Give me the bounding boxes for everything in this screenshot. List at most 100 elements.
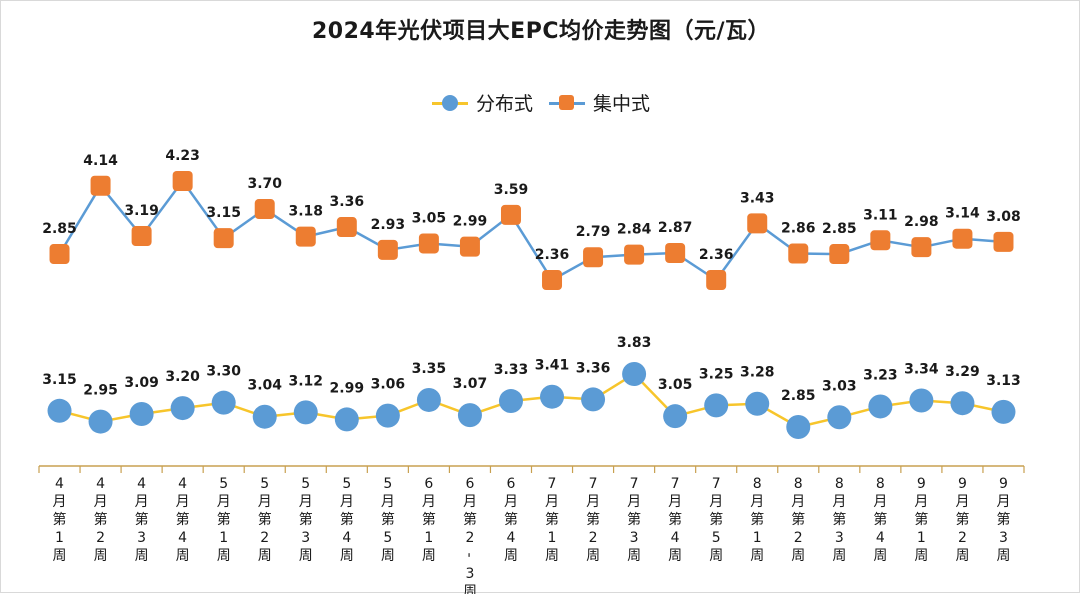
x-tick-label-char: 第 (381, 511, 395, 528)
x-tick-label-char: 第 (791, 511, 805, 528)
x-tick-label-char: 第 (340, 511, 354, 528)
x-tick-label-char: 8 (753, 476, 762, 492)
x-tick-label-char: 7 (671, 476, 680, 492)
x-tick-label-char: 月 (94, 494, 108, 510)
data-point-centralized (829, 244, 850, 265)
x-tick-label-char: 4 (178, 476, 187, 492)
data-label-distributed: 3.83 (617, 335, 652, 351)
data-point-centralized (336, 217, 357, 238)
x-tick-label-char: 2 (958, 530, 967, 546)
data-label-centralized: 3.14 (945, 206, 980, 222)
data-label-centralized: 3.43 (740, 190, 775, 206)
x-tick-label-char: 周 (53, 548, 67, 564)
x-tick-label-char: 6 (424, 476, 433, 492)
data-label-distributed: 3.06 (371, 377, 406, 393)
data-label-centralized: 3.18 (288, 204, 323, 220)
x-tick-label-char: 7 (589, 476, 598, 492)
x-tick-label-char: 月 (340, 494, 354, 510)
legend-label-distributed: 分布式 (475, 93, 533, 115)
x-tick-label-char: 1 (548, 530, 557, 546)
data-label-distributed: 3.07 (453, 376, 488, 392)
data-label-distributed: 3.04 (247, 378, 282, 394)
data-point-centralized (418, 233, 439, 254)
x-tick-label-char: 周 (750, 548, 764, 564)
data-point-centralized (49, 244, 70, 265)
x-tick-label-char: 第 (832, 511, 846, 528)
data-point-distributed (868, 394, 893, 419)
x-tick-label-char: 月 (504, 494, 518, 510)
data-label-distributed: 3.20 (165, 369, 200, 385)
data-label-centralized: 2.99 (453, 214, 488, 230)
data-label-centralized: 4.14 (83, 153, 118, 169)
x-tick-label-char: 8 (876, 476, 885, 492)
x-tick-label-char: 第 (217, 511, 231, 528)
x-tick-label-char: 周 (832, 548, 846, 564)
data-point-centralized (172, 171, 193, 191)
data-label-centralized: 4.23 (165, 148, 200, 164)
x-tick-label-char: 月 (545, 494, 559, 510)
x-tick-label-char: 5 (383, 476, 392, 492)
x-tick-label-char: 月 (53, 494, 67, 510)
x-tick-label-char: 5 (301, 476, 310, 492)
data-label-distributed: 3.29 (945, 364, 980, 380)
x-tick-label-char: 月 (709, 494, 723, 510)
data-label-distributed: 3.13 (986, 373, 1021, 389)
data-label-centralized: 2.98 (904, 214, 939, 230)
data-label-centralized: 2.93 (371, 217, 406, 233)
x-tick-label-char: 7 (548, 476, 557, 492)
data-label-centralized: 3.05 (412, 210, 447, 226)
x-tick-label-char: 周 (504, 548, 518, 564)
x-tick-label-char: 第 (914, 511, 928, 528)
data-point-centralized (870, 230, 891, 251)
data-label-distributed: 3.25 (699, 366, 734, 382)
data-label-distributed: 3.12 (288, 373, 323, 389)
x-tick-label-char: 月 (422, 494, 436, 510)
x-tick-label-char: 9 (999, 476, 1008, 492)
x-tick-label-char: 4 (342, 530, 351, 546)
x-tick-label-char: 4 (507, 530, 516, 546)
data-label-distributed: 2.99 (330, 380, 365, 396)
x-tick-label-char: 第 (545, 511, 559, 528)
x-tick-label-char: 周 (545, 548, 559, 564)
x-tick-label-char: 5 (712, 530, 721, 546)
x-tick-label-char: 月 (381, 494, 395, 510)
data-point-centralized (952, 228, 973, 249)
x-tick-label-char: 周 (299, 548, 313, 564)
series-line-centralized (58, 179, 1004, 282)
data-point-centralized (665, 243, 686, 263)
x-tick-label-char: 周 (627, 548, 641, 564)
x-tick-label-char: 月 (217, 494, 231, 510)
data-point-distributed (622, 362, 647, 386)
data-label-distributed: 3.09 (124, 375, 159, 391)
x-tick-label-char: 月 (791, 494, 805, 510)
x-tick-label-char: 5 (383, 530, 392, 546)
x-tick-label-char: 周 (668, 548, 682, 564)
x-tick-label-char: 周 (217, 548, 231, 564)
x-tick-label-char: 周 (258, 548, 272, 564)
x-tick-label-char: 3 (630, 530, 639, 546)
legend-swatch-distributed (431, 92, 468, 114)
x-tick-label-char: 2 (260, 530, 269, 546)
data-label-centralized: 2.86 (781, 221, 816, 237)
data-point-distributed (827, 405, 852, 430)
x-tick-label-char: 第 (504, 511, 518, 528)
data-point-distributed (375, 403, 400, 428)
legend-item-centralized: 集中式 (549, 89, 650, 116)
data-point-centralized (911, 237, 932, 258)
data-point-distributed (170, 396, 195, 421)
data-point-centralized (583, 247, 604, 268)
x-tick-label-char: 月 (832, 494, 846, 510)
x-tick-label-char: 周 (914, 548, 928, 564)
x-tick-label-char: 月 (914, 494, 928, 510)
x-tick-label-char: 2 (465, 530, 474, 546)
x-tick-label-char: 月 (996, 494, 1010, 510)
x-tick-label-char: 第 (709, 511, 723, 528)
data-point-centralized (788, 243, 809, 264)
data-label-centralized: 2.36 (535, 247, 570, 263)
data-label-centralized: 2.84 (617, 222, 652, 238)
data-label-distributed: 3.35 (412, 361, 447, 377)
x-tick-label-char: 周 (873, 548, 887, 564)
data-point-distributed (581, 387, 606, 412)
series-line-distributed (59, 372, 1004, 429)
